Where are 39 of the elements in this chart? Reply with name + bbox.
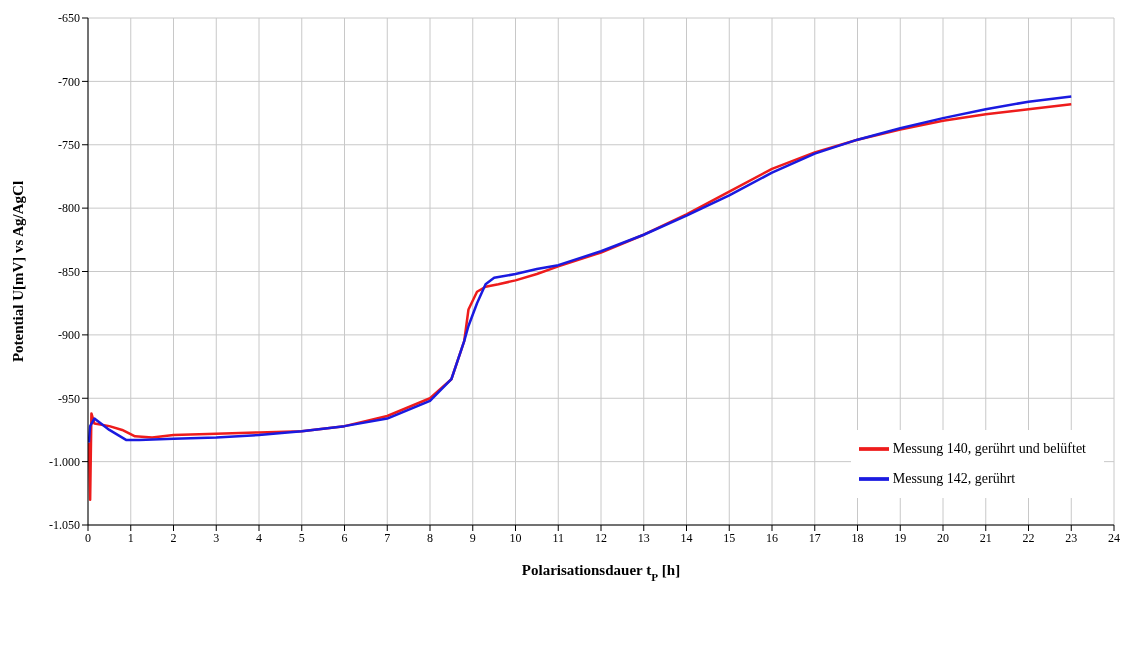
- line-series: [88, 95, 1073, 444]
- x-axis-title: Polarisationsdauer t$_{P}$ [h]: [521, 562, 681, 583]
- x-tick-label: 2: [170, 530, 177, 545]
- x-tick-label: 9: [469, 530, 476, 545]
- y-tick-label: -850: [58, 264, 80, 279]
- x-tick-label: 16: [766, 530, 778, 545]
- x-tick-label: 19: [894, 530, 907, 545]
- x-tick-label: 4: [256, 530, 262, 545]
- y-tick-label: -750: [58, 138, 80, 153]
- x-tick-label: 0: [85, 530, 91, 545]
- y-axis-title: Potential U[mV] vs Ag/AgCl: [10, 180, 27, 363]
- x-tick-label: 15: [723, 530, 736, 545]
- y-tick-label: -950: [58, 391, 80, 406]
- x-tick-label: 17: [808, 530, 821, 545]
- x-tick-label: 6: [341, 530, 348, 545]
- x-tick-label: 13: [637, 530, 650, 545]
- legend-label: Messung 140, gerührt und belüftet: [892, 440, 1086, 456]
- x-tick-label: 3: [213, 530, 220, 545]
- x-tick-label: 21: [979, 530, 992, 545]
- legend-label: Messung 142, gerührt: [892, 470, 1016, 486]
- y-tick-label: -650: [58, 11, 80, 26]
- x-tick-label: 12: [595, 530, 607, 545]
- x-tick-label: 22: [1022, 530, 1035, 545]
- y-tick-label: -700: [58, 74, 80, 89]
- y-tick-label: -1.000: [49, 454, 80, 469]
- y-tick-label: -900: [58, 328, 80, 343]
- x-tick-label: 8: [427, 530, 433, 545]
- x-tick-label: 5: [298, 530, 305, 545]
- x-tick-label: 10: [509, 530, 522, 545]
- x-tick-label: 24: [1108, 530, 1120, 545]
- x-tick-label: 14: [680, 530, 693, 545]
- y-tick-label: -800: [58, 201, 80, 216]
- x-tick-label: 1: [127, 530, 134, 545]
- x-tick-label: 18: [851, 530, 864, 545]
- x-tick-label: 23: [1065, 530, 1078, 545]
- x-tick-label: 7: [384, 530, 391, 545]
- x-tick-label: 20: [937, 530, 949, 545]
- x-tick-label: 11: [552, 530, 565, 545]
- y-tick-label: -1.050: [49, 518, 80, 533]
